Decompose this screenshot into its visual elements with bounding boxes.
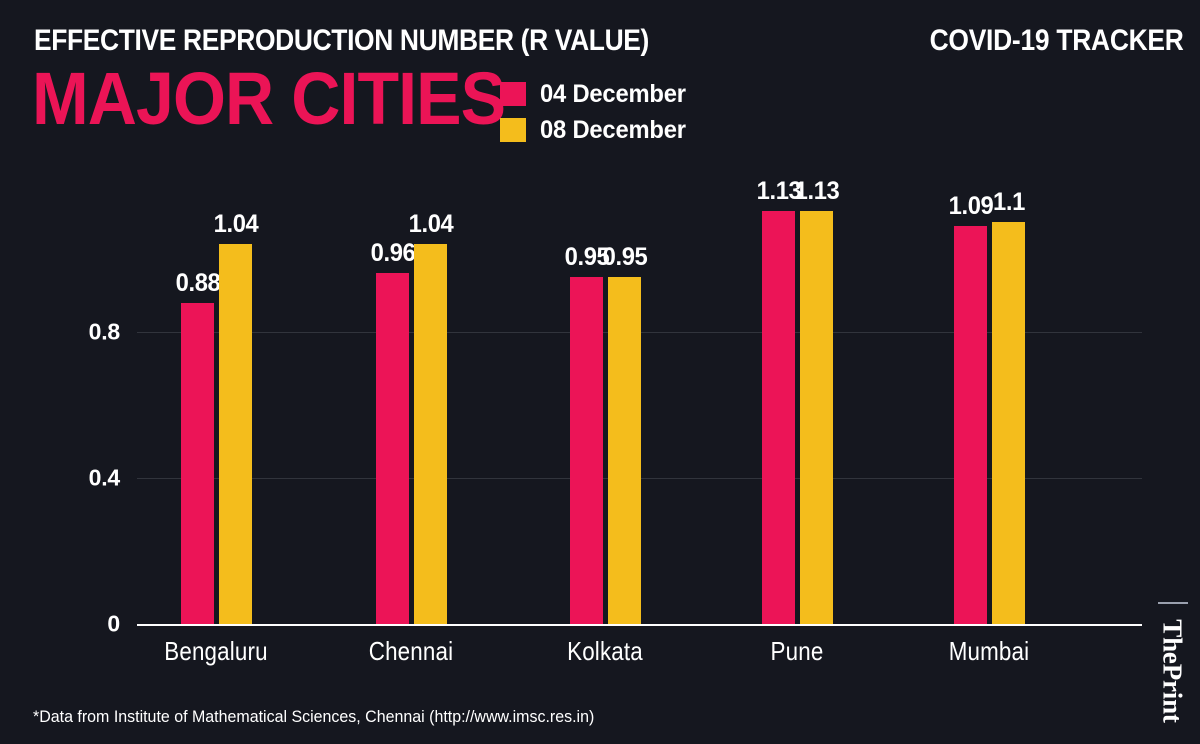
header: EFFECTIVE REPRODUCTION NUMBER (R VALUE) … bbox=[0, 0, 1200, 155]
legend-label-0: 04 December bbox=[540, 79, 686, 108]
bar-value-label: 0.95 bbox=[564, 243, 609, 272]
brand-divider bbox=[1158, 602, 1188, 604]
bar-value-label: 1.04 bbox=[408, 210, 453, 239]
axis-baseline bbox=[137, 624, 1142, 626]
y-axis-tick-label: 0 bbox=[107, 610, 120, 637]
bar-chennai-series-1[interactable]: 0.96 bbox=[370, 239, 415, 624]
legend-swatch-04-december bbox=[500, 82, 526, 106]
bar-value-label: 1.04 bbox=[213, 210, 258, 239]
category-label-kolkata: Kolkata bbox=[567, 636, 643, 666]
bar-value-label: 1.13 bbox=[756, 177, 801, 206]
theprint-logo[interactable]: ThePrint bbox=[1150, 616, 1194, 726]
source-footnote: *Data from Institute of Mathematical Sci… bbox=[33, 707, 595, 726]
bar-chart: 0 0.4 0.8 0.88 1.04 Bengaluru 0.96 1.04 Chennai… bbox=[0, 155, 1200, 675]
legend-swatch-08-december bbox=[500, 118, 526, 142]
legend-label-1: 08 December bbox=[540, 115, 686, 144]
bar-value-label: 0.96 bbox=[370, 239, 415, 268]
category-label-chennai: Chennai bbox=[368, 636, 454, 666]
bar-pune-series-2[interactable]: 1.13 bbox=[794, 177, 839, 624]
bar-group-chennai: 0.96 1.04 Chennai bbox=[369, 204, 453, 666]
bar-pune-series-1[interactable]: 1.13 bbox=[756, 177, 801, 624]
category-label-mumbai: Mumbai bbox=[948, 636, 1030, 666]
y-axis-tick-label: 0.4 bbox=[88, 464, 121, 491]
bar-group-mumbai: 1.09 1.1 Mumbai bbox=[948, 188, 1029, 666]
category-label-bengaluru: Bengaluru bbox=[164, 636, 268, 666]
bar-value-label: 1.13 bbox=[794, 177, 839, 206]
bar-group-pune: 1.13 1.13 Pune bbox=[756, 177, 839, 666]
bar-value-label: 1.09 bbox=[948, 191, 993, 220]
legend-item-1[interactable]: 08 December bbox=[500, 114, 693, 146]
bar-mumbai-series-2[interactable]: 1.1 bbox=[992, 188, 1025, 624]
y-axis-tick-label: 0.8 bbox=[88, 318, 121, 345]
bar-value-label: 0.95 bbox=[602, 243, 647, 272]
page-title: MAJOR CITIES bbox=[32, 57, 506, 140]
bar-kolkata-series-2[interactable]: 0.95 bbox=[602, 243, 647, 624]
page-kicker: EFFECTIVE REPRODUCTION NUMBER (R VALUE) bbox=[34, 24, 649, 57]
category-label-pune: Pune bbox=[770, 636, 824, 666]
bar-group-bengaluru: 0.88 1.04 Bengaluru bbox=[164, 204, 267, 666]
bar-kolkata-series-1[interactable]: 0.95 bbox=[564, 243, 609, 624]
bar-mumbai-series-1[interactable]: 1.09 bbox=[948, 192, 993, 624]
bar-chennai-series-2[interactable]: 1.04 bbox=[408, 210, 453, 624]
brand-name: ThePrint bbox=[1157, 619, 1188, 723]
legend-item-0[interactable]: 04 December bbox=[500, 78, 693, 110]
bar-value-label: 1.1 bbox=[992, 188, 1025, 217]
bar-bengaluru-series-2[interactable]: 1.04 bbox=[213, 210, 258, 624]
tracker-label: COVID-19 TRACKER bbox=[930, 24, 1184, 57]
chart-legend: 04 December 08 December bbox=[500, 78, 693, 150]
bar-bengaluru-series-1[interactable]: 0.88 bbox=[175, 269, 220, 624]
bar-value-label: 0.88 bbox=[175, 268, 220, 297]
bar-group-kolkata: 0.95 0.95 Kolkata bbox=[564, 204, 647, 666]
